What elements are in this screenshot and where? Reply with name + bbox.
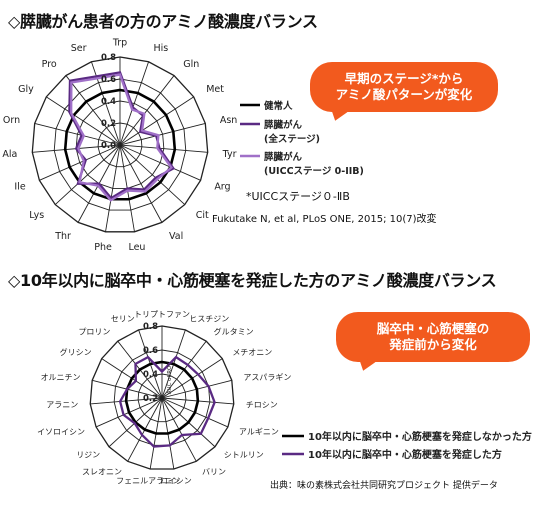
tick-label-1-2: 0.6 <box>143 346 158 356</box>
category-label-1-12: リジン <box>76 451 100 460</box>
spoke-0-5 <box>119 144 208 153</box>
category-label-0-6: Arg <box>214 182 230 193</box>
category-label-0-15: Orn <box>3 115 20 126</box>
category-label-1-11: スレオニン <box>82 468 122 477</box>
category-label-1-6: アルギニン <box>239 428 279 437</box>
category-label-0-2: Gln <box>183 59 199 70</box>
category-label-0-4: Asn <box>220 115 237 126</box>
legend1-label-1-0: 膵臓がん <box>264 119 303 131</box>
tick-label-0-1: 0.2 <box>101 119 116 129</box>
category-label-0-18: Ser <box>71 43 87 54</box>
category-label-1-8: バリン <box>202 468 226 477</box>
citation: Fukutake N, et al, PLoS ONE, 2015; 10(7)… <box>212 214 437 225</box>
category-label-1-18: セリン <box>111 314 135 323</box>
spoke-0-4 <box>119 122 206 146</box>
category-label-1-7: シトルリン <box>224 451 264 460</box>
category-label-1-16: グリシン <box>60 347 92 357</box>
category-label-1-15: オルニチン <box>41 373 81 382</box>
category-label-1-14: アラニン <box>46 401 78 410</box>
callout-early-stage: 早期のステージ*から アミノ酸パターンが変化 <box>310 62 498 112</box>
category-label-0-7: Cit <box>196 210 209 221</box>
section-title-pancreatic: ◇膵臓がん患者の方のアミノ酸濃度バランス <box>8 12 318 31</box>
category-label-0-5: Tyr <box>222 149 237 160</box>
category-label-0-10: Phe <box>94 242 112 253</box>
spoke-0-17 <box>65 75 121 146</box>
grid-ring-0-1 <box>97 122 143 168</box>
callout-early-stage-text: 早期のステージ*から アミノ酸パターンが変化 <box>335 71 473 102</box>
category-label-0-9: Leu <box>128 242 145 253</box>
grid-ring-1-1 <box>137 373 187 423</box>
grid-ring-0-3 <box>53 78 187 211</box>
spoke-0-2 <box>119 75 175 146</box>
spoke-0-3 <box>119 96 194 146</box>
legend1-label-2-0: 膵臓がん <box>264 151 303 163</box>
category-label-0-13: Ile <box>14 182 25 193</box>
tick-label-0-2: 0.4 <box>101 97 116 107</box>
category-label-0-16: Gly <box>18 84 34 95</box>
spoke-0-12 <box>54 144 121 205</box>
tick-label-1-0: 0.2 <box>143 394 158 404</box>
grid-ring-0-2 <box>75 100 165 189</box>
category-label-1-17: プロリン <box>78 328 110 337</box>
category-label-0-1: His <box>153 43 168 54</box>
spoke-0-7 <box>119 144 186 205</box>
category-label-1-10: フェニルアラニン <box>116 477 180 486</box>
category-label-1-4: アスパラギン <box>243 373 291 382</box>
grid-ring-0-4 <box>31 56 209 233</box>
spoke-0-8 <box>119 144 163 223</box>
spoke-0-10 <box>105 144 121 232</box>
category-label-1-5: チロシン <box>246 401 278 410</box>
category-label-1-1: ヒスチジン <box>189 314 229 323</box>
tick-label-0-3: 0.6 <box>101 75 116 85</box>
legend2-label-1: 10年以内に脳卒中・心筋梗塞を発症した方 <box>308 448 502 461</box>
section-title-stroke: ◇10年以内に脳卒中・心筋梗塞を発症した方のアミノ酸濃度バランス <box>8 271 497 290</box>
category-label-1-3: メチオニン <box>232 348 272 357</box>
category-label-0-3: Met <box>206 84 224 95</box>
category-label-1-9: ロイシン <box>160 477 192 486</box>
legend2-label-0: 10年以内に脳卒中・心筋梗塞を発症しなかった方 <box>308 430 532 443</box>
category-label-1-2: グルタミン <box>214 327 254 337</box>
category-label-0-14: Ala <box>2 149 17 160</box>
legend1-label-0-0: 健常人 <box>264 100 293 112</box>
category-label-1-0: トリプトファン <box>134 310 190 319</box>
category-label-0-0: Trp <box>112 37 127 48</box>
spoke-0-6 <box>119 144 201 181</box>
spoke-0-13 <box>39 144 121 181</box>
data-source: 出典：味の素株式会社共同研究プロジェクト 提供データ <box>270 481 498 491</box>
category-label-0-17: Pro <box>42 59 57 70</box>
callout-before-onset-text: 脳卒中・心筋梗塞の 発症前から変化 <box>376 321 490 352</box>
tick-label-1-1: 0.4 <box>143 370 158 380</box>
grid-ring-1-3 <box>89 325 235 470</box>
tick-label-0-4: 0.8 <box>101 53 116 63</box>
tick-label-0-0: 0.0 <box>101 141 116 151</box>
axis-label-auc: AUC of ROC <box>167 362 173 395</box>
category-label-0-11: Thr <box>54 231 71 242</box>
series-line-1-1 <box>118 355 216 448</box>
tick-label-1-3: 0.8 <box>143 322 158 332</box>
series-line-1-0 <box>124 360 200 435</box>
spoke-0-1 <box>119 61 149 146</box>
category-label-0-12: Lys <box>29 210 44 221</box>
stage-note: *UICCステージ０-ⅡB <box>246 190 350 203</box>
callout-before-onset: 脳卒中・心筋梗塞の 発症前から変化 <box>336 312 530 362</box>
spoke-0-16 <box>46 96 121 146</box>
legend1-label-1-1: (全ステージ) <box>264 133 320 145</box>
legend1-label-2-1: (UICCステージ 0-IIB) <box>264 166 364 177</box>
spoke-0-15 <box>34 122 121 146</box>
category-label-0-8: Val <box>169 231 183 242</box>
category-label-1-13: イソロイシン <box>37 428 85 437</box>
series-line-0-2 <box>70 73 173 202</box>
